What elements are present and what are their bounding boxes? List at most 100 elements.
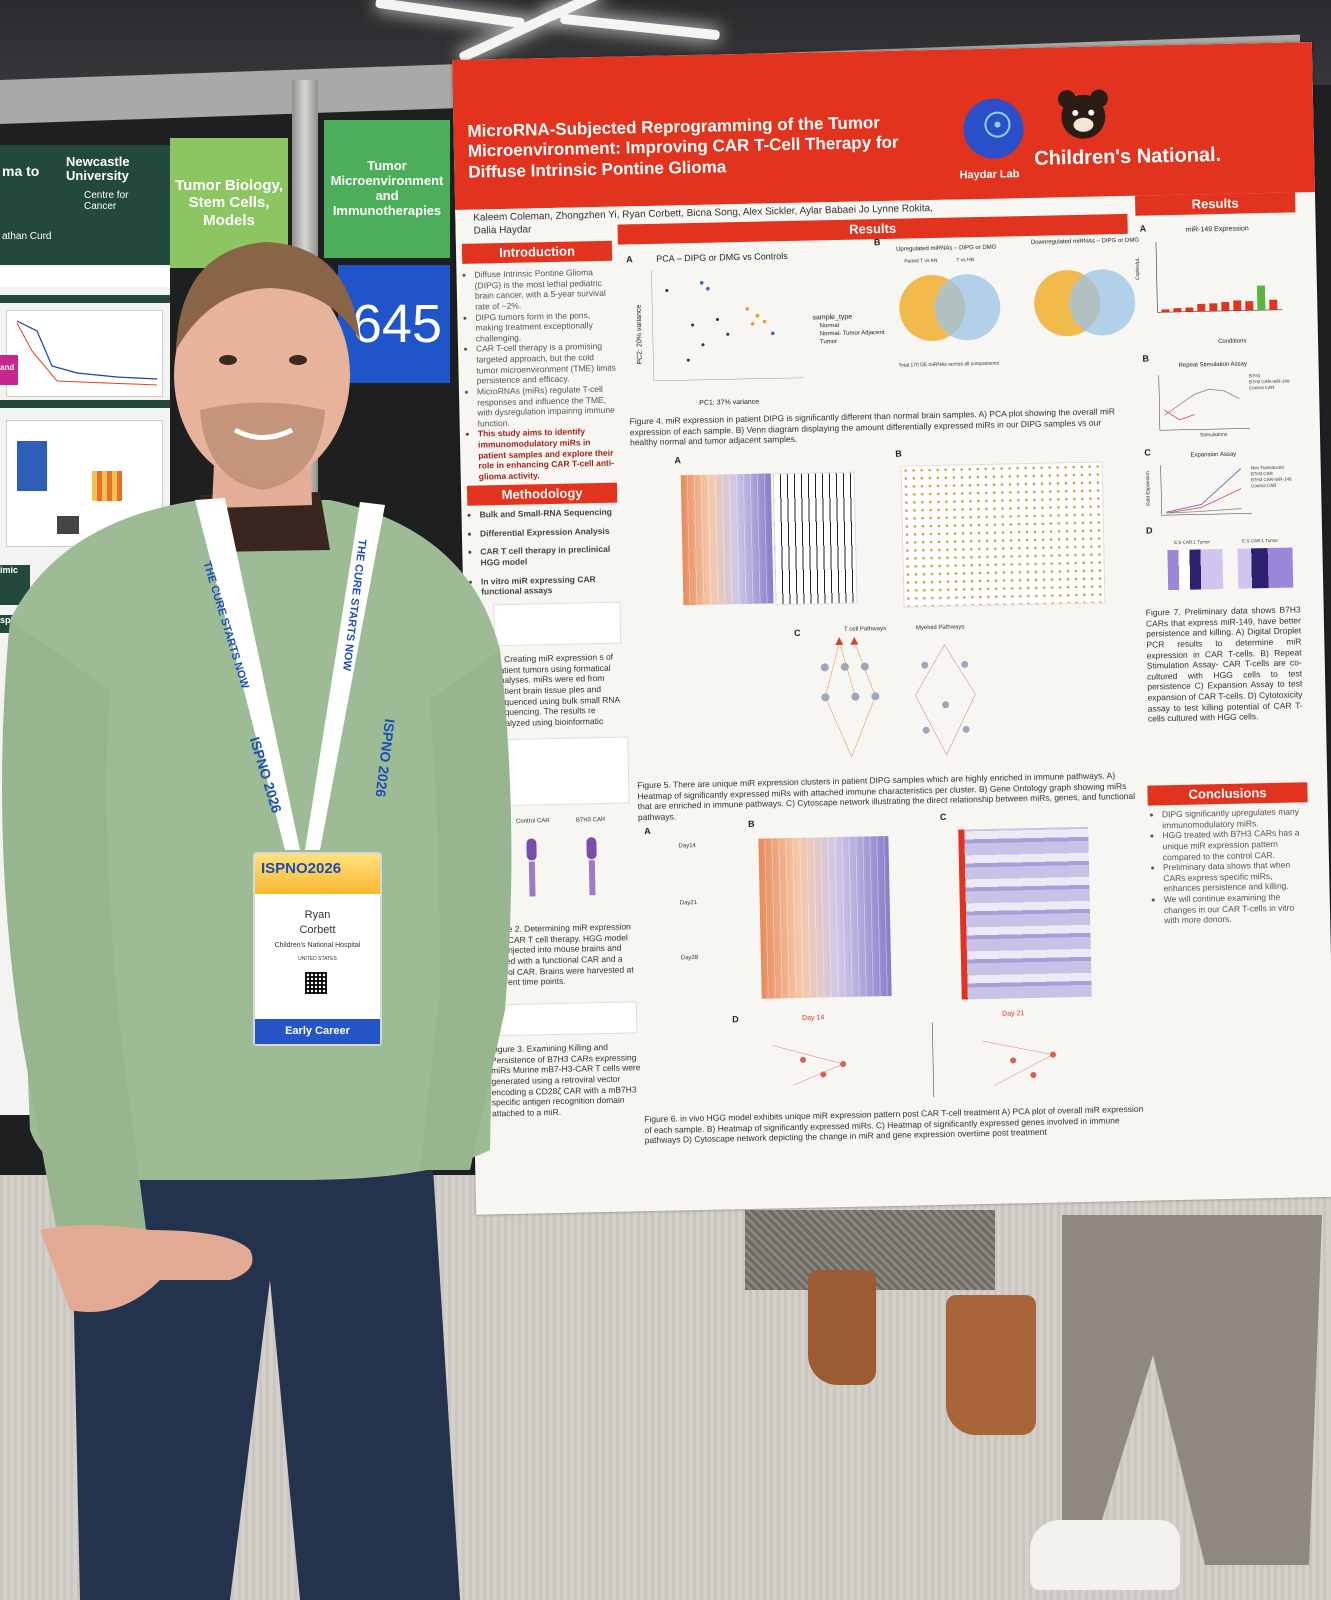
pca-xlabel: PC1: 37% variance [699, 398, 760, 407]
haydar-lab-logo-icon [963, 98, 1024, 159]
expansion-legend: Control CAR [1251, 482, 1277, 489]
pca-title: PCA – DIPG or DMG vs Controls [656, 251, 788, 264]
panel-letter: D [1145, 525, 1153, 536]
network-title: Myeloid Pathways [915, 624, 965, 632]
panel-letter: A [1139, 223, 1147, 234]
panel-letter: B [1142, 353, 1150, 364]
venn-diagrams [899, 269, 1136, 341]
venn-set-label: Paired T vs AN [904, 257, 938, 265]
venn-set-label: T vs HN [956, 257, 975, 264]
figure6-caption: Figure 6. in vivo HGG model exhibits uni… [644, 1103, 1144, 1146]
fig6-heatmap-mirs [758, 836, 892, 999]
conclusion-bullet: Preliminary data shows that when CARs ex… [1163, 859, 1304, 894]
childrens-national-logo-text: Children's National. [1033, 143, 1222, 170]
panel-letter: B [747, 818, 755, 829]
venn-total: Total 170 DE miRNAs across all compariso… [898, 360, 1000, 369]
presenter-person [2, 242, 512, 1600]
conclusion-bullet: We will continue examining the changes i… [1164, 891, 1305, 926]
badge-institution: Children's National Hospital [274, 942, 361, 949]
pca-legend-item: Normal- Tumor Adjacent [819, 330, 885, 338]
venn-down-title: Downregulated miRNAs – DIPG or DMG [1030, 237, 1140, 246]
cytotox-heatmap [1237, 547, 1294, 589]
figure-arrow-block [17, 441, 47, 491]
sponsor-strip [0, 267, 170, 287]
fig5-cytoscape-network [820, 636, 976, 757]
session-tag-tumor-biology: Tumor Biology, Stem Cells, Models [170, 138, 288, 268]
mir149-bar [1161, 309, 1170, 313]
fig6-panel-title: Day21 [679, 900, 698, 907]
conclusions-body: DIPG significantly upregulates many immu… [1152, 806, 1304, 926]
expansion-legend: Non Transduced [1250, 464, 1284, 471]
mir149-bar [1221, 301, 1230, 311]
pca-ylabel: PC2: 20% variance [635, 304, 644, 365]
badge-first-name: Ryan [304, 909, 331, 921]
badge-qr-code-icon [305, 972, 327, 994]
haydar-lab-text: Haydar Lab [959, 168, 1020, 182]
panel-letter: C [1144, 447, 1151, 458]
badge-header [255, 854, 380, 894]
neighbour-poster-author-fragment: athan Curd [2, 231, 52, 242]
badge-last-name: Corbett [299, 924, 336, 936]
b7h3-car-label: B7H3 CAR [575, 816, 606, 824]
mir149-bar [1197, 303, 1206, 312]
neighbour-divider [0, 295, 170, 303]
session-tag-tme-immunotherapies: Tumor Microenvironment and Immunotherapi… [324, 120, 450, 258]
fig6-panel-title: Day28 [680, 955, 699, 962]
fig5-heatmap [680, 473, 774, 606]
figure-device [57, 516, 79, 534]
network-title: Day 21 [1002, 1010, 1025, 1018]
expansion-legend: B7H3 CAR-miR-149 [1250, 476, 1292, 483]
badge-country: UNITED STATES [298, 956, 337, 962]
fig6-panel-title: Day14 [678, 843, 696, 850]
university-logo-text: Newcastle University [66, 154, 130, 183]
results-right-heading: Results [1134, 192, 1296, 216]
poster-title: MicroRNA-Subjected Reprogramming of the … [467, 113, 899, 182]
expansion-legend: B7H3 CAR [1250, 470, 1273, 477]
figure7-caption: Figure 7. Preliminary data shows B7H3 CA… [1145, 604, 1303, 724]
mir149-bar [1233, 300, 1242, 311]
pca-legend-item: Normal [819, 322, 840, 330]
neighbour-figure [6, 310, 163, 397]
neighbour-poster-header: ma to Newcastle University Centre for Ca… [0, 145, 170, 265]
visitor-trousers [1062, 1215, 1322, 1565]
conclusions-heading: Conclusions [1147, 782, 1308, 806]
fig6-cytoscape-network [772, 1022, 1056, 1098]
mir149-bar [1209, 303, 1218, 312]
network-title: Day 14 [802, 1014, 825, 1022]
neighbour-side-label: and [0, 355, 18, 385]
visitor-boot-left [808, 1270, 876, 1385]
repeat-stim-legend: B7H3 CAR-miR-149 [1248, 378, 1290, 385]
pca-scatter-plot [651, 270, 804, 382]
fig5-gene-ontology-dotplot [900, 461, 1106, 608]
car-construct-icon [526, 837, 597, 897]
conclusion-bullet: DIPG significantly upregulates many immu… [1162, 806, 1302, 830]
repeat-stim-line-chart [1158, 375, 1250, 431]
venn-up-title: Upregulated miRNAs – DIPG or DMG [896, 244, 997, 253]
visitor-sneaker [1030, 1520, 1180, 1590]
conclusion-bullet: HGG treated with B7H3 CARs has a unique … [1162, 828, 1303, 863]
ceiling-light [375, 0, 525, 29]
mir149-bar [1185, 307, 1194, 312]
panel-letter: A [644, 826, 651, 837]
panel-letter: D [732, 1014, 739, 1025]
repeat-stim-legend: Control CAR [1248, 384, 1275, 391]
mir149-bar-chart [1155, 242, 1283, 313]
neighbour-figure [6, 420, 163, 547]
mir149-bar [1269, 299, 1278, 310]
badge-logo: ISPNO2026 [261, 860, 342, 877]
repeat-stim-xlabel: Stimulations [1199, 431, 1228, 439]
panel-letter: A [674, 455, 682, 466]
mir149-chart-ylabel: Copies/µL [1134, 257, 1142, 281]
mir149-bar [1173, 308, 1182, 312]
network-title: T cell Pathways [843, 626, 886, 633]
expansion-line-chart [1160, 465, 1252, 516]
panel-letter: C [793, 627, 801, 638]
cytotox-heatmap [1167, 548, 1224, 591]
survival-curve-figure [16, 320, 158, 386]
panel-letter: A [626, 254, 633, 265]
mir149-chart-xlabel: Conditions [1218, 338, 1247, 346]
mir149-bar [1245, 301, 1254, 311]
figure-heatmap [92, 471, 122, 501]
figure5-caption: Figure 5. There are unique miR expressio… [637, 770, 1136, 823]
visitor-boot-right [946, 1295, 1036, 1435]
